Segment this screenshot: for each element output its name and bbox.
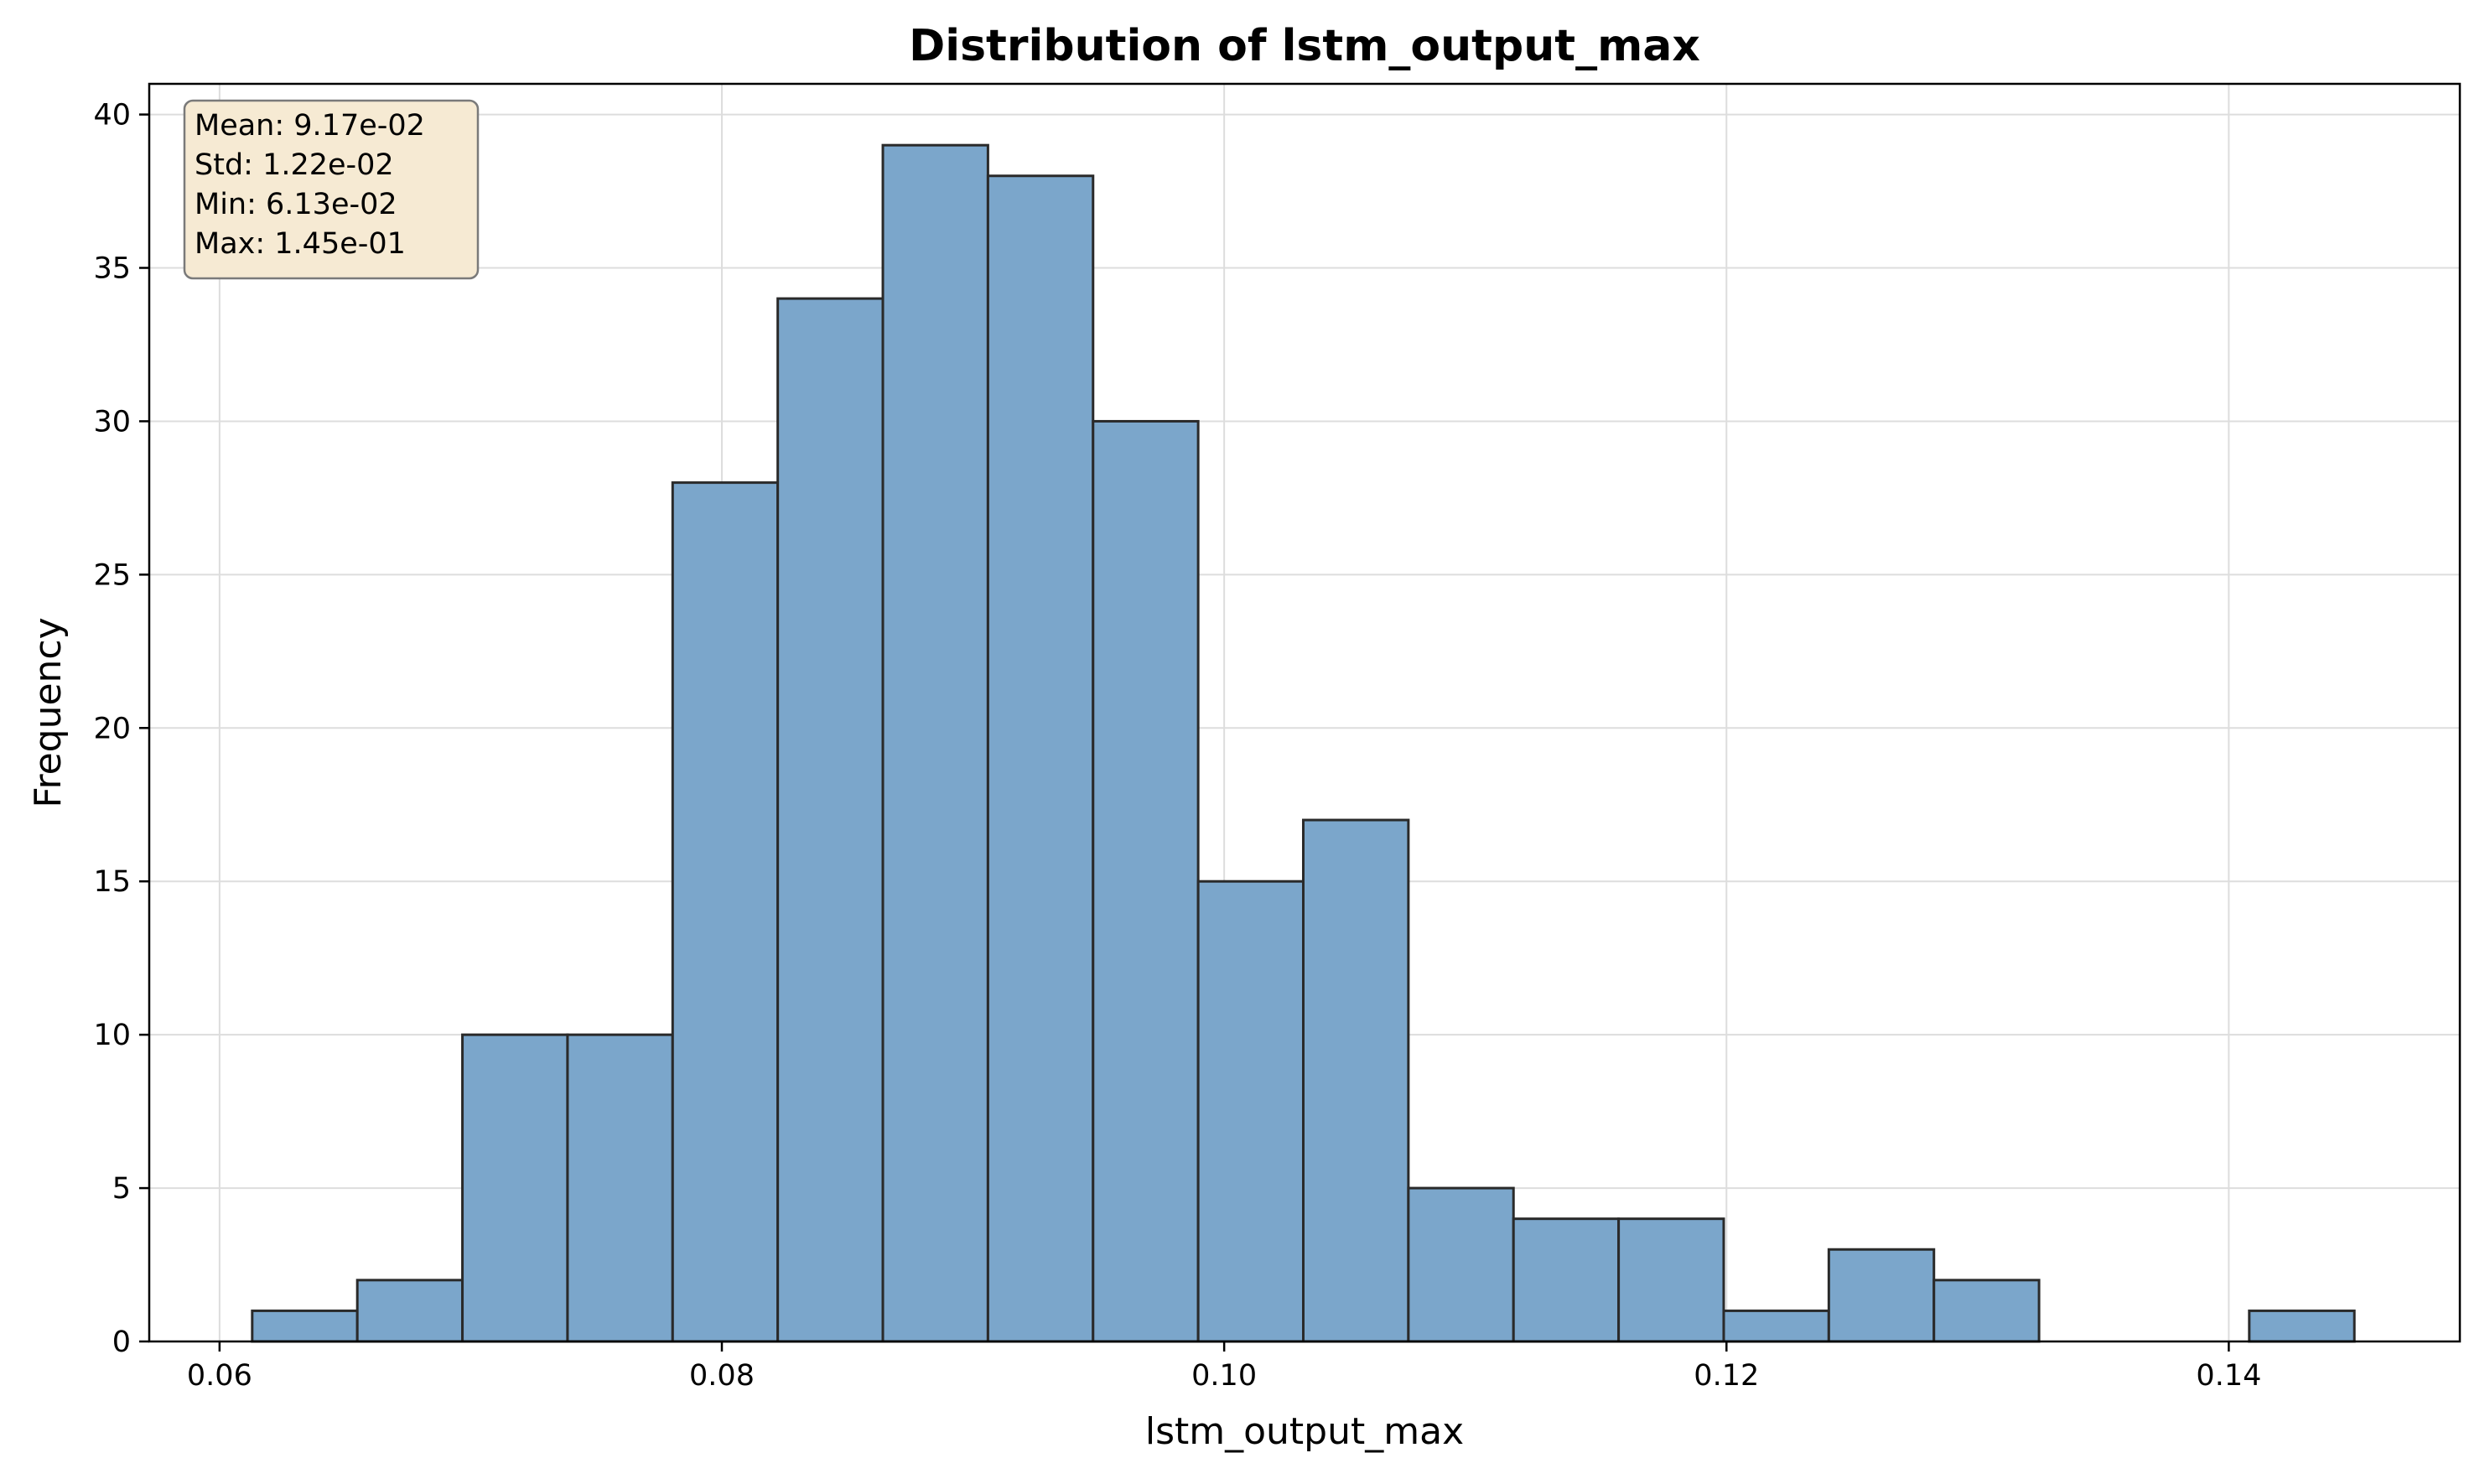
y-tick-label-6: 30 bbox=[93, 405, 131, 438]
y-tick-label-1: 5 bbox=[112, 1172, 131, 1206]
stats-mean: Mean: 9.17e-02 bbox=[195, 109, 425, 143]
stats-max: Max: 1.45e-01 bbox=[195, 227, 406, 261]
x-axis-label: lstm_output_max bbox=[1145, 1410, 1464, 1453]
stats-box: Mean: 9.17e-02 Std: 1.22e-02 Min: 6.13e-… bbox=[183, 99, 480, 280]
histogram-bar-7 bbox=[986, 174, 1095, 1343]
histogram-bar-19 bbox=[2248, 1309, 2356, 1343]
histogram-bar-5 bbox=[776, 297, 885, 1343]
histogram-bar-16 bbox=[1932, 1279, 2041, 1343]
histogram-bar-13 bbox=[1617, 1217, 1725, 1343]
stats-min: Min: 6.13e-02 bbox=[195, 188, 397, 221]
y-tick-label-5: 25 bbox=[93, 558, 131, 592]
x-tick-label-2: 0.10 bbox=[1191, 1359, 1257, 1393]
plot-frame bbox=[148, 82, 2462, 1343]
histogram-bar-4 bbox=[671, 481, 780, 1343]
y-tick-label-2: 10 bbox=[93, 1019, 131, 1052]
histogram-bar-15 bbox=[1827, 1248, 1936, 1343]
histogram-bar-14 bbox=[1722, 1309, 1830, 1343]
bars bbox=[251, 143, 2356, 1343]
y-axis-label: Frequency bbox=[27, 617, 70, 807]
histogram-bar-0 bbox=[251, 1309, 359, 1343]
histogram-bar-2 bbox=[461, 1033, 569, 1343]
stats-box-background bbox=[183, 99, 480, 280]
x-tick-label-0: 0.06 bbox=[187, 1359, 252, 1393]
stats-std: Std: 1.22e-02 bbox=[195, 148, 394, 182]
y-tick-label-3: 15 bbox=[93, 865, 131, 899]
histogram-bar-9 bbox=[1196, 880, 1305, 1343]
y-tick-label-8: 40 bbox=[93, 99, 131, 132]
x-tick-label-1: 0.08 bbox=[689, 1359, 755, 1393]
histogram-bar-8 bbox=[1092, 419, 1200, 1343]
y-tick-label-0: 0 bbox=[112, 1326, 131, 1359]
x-tick-label-4: 0.14 bbox=[2196, 1359, 2261, 1393]
histogram-bar-11 bbox=[1407, 1186, 1515, 1343]
histogram-bar-3 bbox=[566, 1033, 674, 1343]
x-tick-label-3: 0.12 bbox=[1694, 1359, 1759, 1393]
ticks: 0.06 0.08 0.10 0.12 0.14 0 5 10 15 20 25 30 35 40 bbox=[93, 99, 2261, 1393]
chart-title: Distribution of lstm_output_max bbox=[909, 21, 1700, 71]
y-tick-label-7: 35 bbox=[93, 252, 131, 286]
histogram-bar-6 bbox=[881, 143, 989, 1343]
y-tick-label-4: 20 bbox=[93, 712, 131, 745]
histogram-bar-10 bbox=[1302, 818, 1410, 1343]
histogram-bar-1 bbox=[355, 1279, 464, 1343]
histogram-bar-12 bbox=[1512, 1217, 1621, 1343]
